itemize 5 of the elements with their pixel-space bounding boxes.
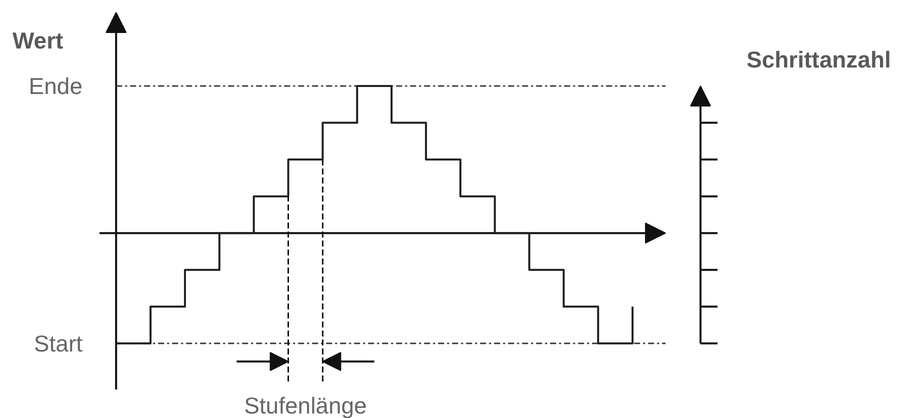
y-axis-title: Wert (12, 28, 64, 54)
y2-axis-title: Schrittanzahl (746, 46, 891, 72)
ref-line-label: Start (34, 330, 84, 356)
ref-line-label: Ende (28, 73, 83, 99)
text: Stufenlänge (244, 392, 367, 418)
